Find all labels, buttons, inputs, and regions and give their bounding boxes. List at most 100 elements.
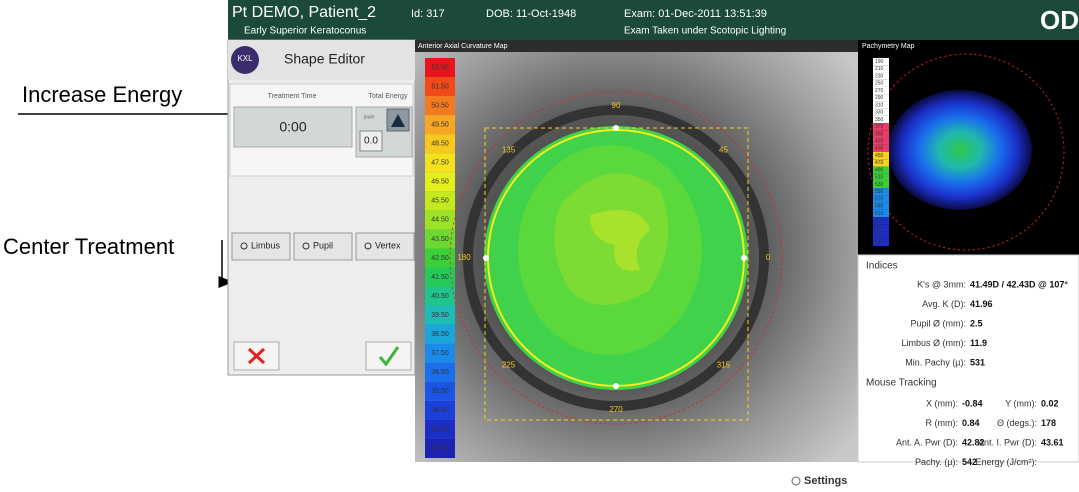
scale-cell (873, 108, 889, 116)
angle-label: 315 (717, 361, 731, 370)
cancel-icon (247, 347, 266, 365)
scale-label: 48.50 (431, 141, 449, 148)
pachy-blob (888, 90, 1032, 210)
tracking-value: -0.84 (962, 398, 983, 408)
scale-cell (425, 134, 455, 154)
scale-label: 32.50 (431, 445, 449, 452)
scale-cell (873, 180, 889, 189)
limbus-ring (463, 105, 769, 411)
index-label: K's @ 3mm: (917, 279, 966, 289)
scale-label: 590 (875, 204, 884, 210)
handle[interactable] (741, 255, 747, 261)
index-value: 41.96 (970, 299, 993, 309)
button-label: Pupil (313, 240, 333, 250)
scale-cell (425, 191, 455, 211)
dob: DOB: 11-Oct-1948 (486, 8, 576, 20)
tracking-label: Pachy. (µ): (915, 457, 958, 467)
scale-label: 34.50 (431, 407, 449, 414)
tracking-value: 542 (962, 457, 977, 467)
scale-cell (425, 229, 455, 249)
exam-date: Exam: 01-Dec-2011 13:51:39 (624, 8, 767, 20)
scale-cell (425, 210, 455, 230)
scale-label: 46.50 (431, 179, 449, 186)
scale-label: 550 (875, 189, 884, 195)
confirm-button[interactable] (365, 341, 412, 371)
angle-label: 135 (502, 146, 516, 155)
annotation: Increase Energy (22, 82, 182, 107)
eye: OD (1040, 5, 1079, 35)
center-button[interactable] (231, 232, 291, 261)
scale-label: 690 (875, 240, 884, 246)
scale-cell (873, 137, 889, 145)
button-label: Vertex (375, 240, 401, 250)
label: Treatment Time (268, 93, 317, 100)
lighting: Exam Taken under Scotopic Lighting (624, 26, 786, 37)
scale-cell (873, 115, 889, 124)
scale-cell (425, 172, 455, 192)
index-value: 2.5 (970, 318, 983, 328)
scale-cell (425, 115, 455, 135)
scale-cell (425, 343, 455, 363)
handle[interactable] (613, 383, 619, 389)
unit: joule (363, 114, 375, 120)
scale-cell (425, 77, 455, 97)
scale-label: 270 (875, 88, 884, 94)
scale-label: 47.50 (431, 160, 449, 167)
pachy-title: Pachymetry Map (862, 43, 915, 50)
scale-label: 650 (875, 225, 884, 231)
scale-label: 610 (875, 211, 884, 217)
tracking-label: Ant. I. Pwr (D): (978, 437, 1037, 447)
scale-label: 210 (875, 66, 884, 72)
angle-label: 45 (719, 146, 728, 155)
tracking-label: Y (mm): (1005, 398, 1037, 408)
center-button[interactable] (293, 232, 353, 261)
scale-cell (425, 58, 455, 78)
time-display (233, 106, 353, 148)
scale-cell (873, 72, 889, 80)
scale-cell (873, 195, 889, 203)
tracking-label: Θ (degs.): (997, 418, 1037, 428)
scale-cell (425, 381, 455, 401)
scale-cell (873, 152, 889, 160)
scale-label: 39.50 (431, 312, 449, 319)
label: Total Energy (369, 93, 408, 100)
index-label: Avg. K (D): (922, 299, 966, 309)
tracking-label: X (mm): (926, 398, 958, 408)
scale-cell (873, 58, 889, 66)
scale-label: 310 (875, 102, 884, 108)
panel-header (228, 40, 415, 80)
logo-text: KXL (237, 54, 253, 63)
scale-label: 370 (875, 124, 884, 130)
radio-icon (302, 242, 310, 250)
center-button[interactable] (355, 232, 415, 261)
angle-label: 0 (766, 253, 771, 262)
scale-label: 430 (875, 146, 884, 152)
scale-label: 490 (875, 167, 884, 173)
angle-label: 180 (457, 253, 471, 262)
section-title: Indices (866, 261, 898, 272)
scale-label: 41.50 (431, 274, 449, 281)
scale-label: 450 (875, 153, 884, 159)
scale-label: 35.50 (431, 388, 449, 395)
index-label: Min. Pachy (µ): (905, 357, 966, 367)
handle[interactable] (613, 125, 619, 131)
scale-label: 630 (875, 218, 884, 224)
scale-label: 33.50 (431, 426, 449, 433)
scale-label: 52.50 (431, 64, 449, 71)
scale-cell (873, 101, 889, 109)
index-label: Pupil Ø (mm): (910, 318, 966, 328)
energy-display (359, 130, 383, 152)
angle-label: 90 (612, 101, 621, 110)
index-value: 11.9 (970, 338, 987, 348)
annotation: Center Treatment (3, 234, 174, 259)
scale-cell (425, 438, 455, 458)
tracking-label: Energy (J/cm²): (975, 457, 1037, 467)
scale-cell (873, 159, 889, 167)
scale-label: 330 (875, 110, 884, 116)
scale-cell (873, 231, 889, 239)
settings[interactable]: Settings (804, 475, 847, 487)
scale-label: 190 (875, 59, 884, 65)
handle[interactable] (483, 255, 489, 261)
condition: Early Superior Keratoconus (244, 26, 366, 37)
settings-icon[interactable] (791, 476, 801, 486)
